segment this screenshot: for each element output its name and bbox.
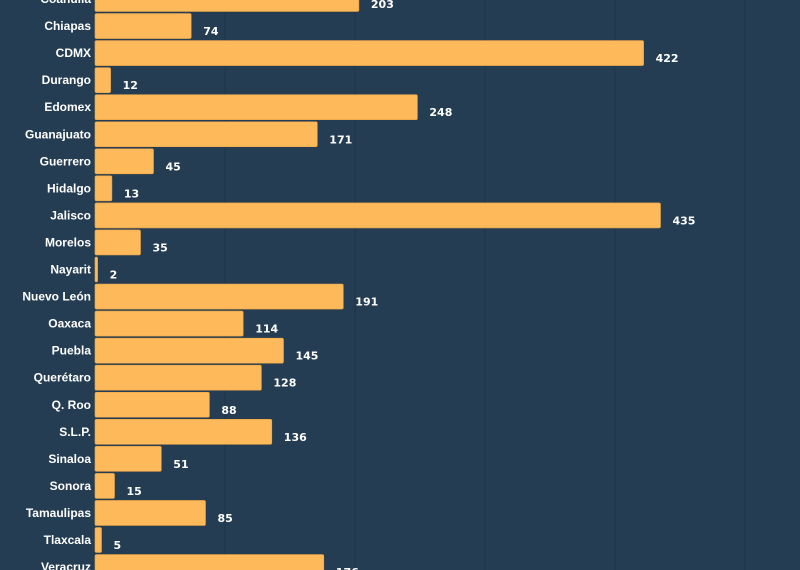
bar bbox=[94, 67, 111, 93]
bar bbox=[94, 391, 210, 418]
category-label: S.L.P. bbox=[59, 425, 91, 439]
value-label: 171 bbox=[329, 133, 352, 146]
bar bbox=[94, 283, 344, 310]
category-label: Durango bbox=[42, 73, 91, 87]
category-label: Guerrero bbox=[40, 154, 91, 168]
bar bbox=[94, 337, 284, 364]
value-label: 51 bbox=[173, 458, 188, 471]
value-labels: 203 74 422 12 248 171 45 13 435 35 2 191 114 145 128 88… bbox=[110, 0, 696, 570]
bar bbox=[94, 94, 418, 120]
value-label: 435 bbox=[673, 214, 696, 227]
category-label: Oaxaca bbox=[48, 317, 91, 331]
category-label: Nayarit bbox=[50, 263, 91, 277]
bar bbox=[94, 554, 325, 570]
value-label: 35 bbox=[153, 241, 168, 254]
value-label: 191 bbox=[355, 296, 378, 309]
value-label: 85 bbox=[218, 512, 233, 525]
value-label: 203 bbox=[371, 0, 394, 11]
value-label: 45 bbox=[166, 160, 181, 173]
bar bbox=[94, 500, 206, 526]
category-label: Jalisco bbox=[50, 208, 91, 222]
bar bbox=[94, 418, 273, 445]
bar bbox=[94, 256, 98, 283]
category-label: Sonora bbox=[50, 479, 92, 493]
bar bbox=[94, 0, 360, 12]
category-label: Sinaloa bbox=[48, 452, 91, 466]
value-label: 114 bbox=[255, 323, 278, 336]
value-label: 88 bbox=[221, 404, 236, 417]
bars bbox=[94, 0, 661, 570]
value-label: 5 bbox=[114, 539, 122, 552]
bar bbox=[94, 446, 162, 472]
value-label: 74 bbox=[203, 25, 219, 38]
bar bbox=[94, 527, 102, 553]
category-label: Edomex bbox=[44, 100, 91, 114]
value-label: 128 bbox=[273, 377, 296, 390]
category-label: Coahuila bbox=[40, 0, 91, 6]
category-label: Q. Roo bbox=[52, 398, 91, 412]
category-label: Querétaro bbox=[34, 371, 91, 385]
value-label: 422 bbox=[656, 52, 679, 65]
value-label: 136 bbox=[284, 431, 307, 444]
value-label: 176 bbox=[336, 566, 359, 570]
category-label: Morelos bbox=[45, 235, 91, 249]
value-label: 145 bbox=[296, 350, 319, 363]
bar bbox=[94, 473, 115, 499]
bar bbox=[94, 121, 318, 148]
value-label: 2 bbox=[110, 269, 118, 282]
bar bbox=[94, 175, 113, 202]
bar bbox=[94, 364, 262, 391]
value-label: 15 bbox=[127, 485, 142, 498]
category-label: Guanajuato bbox=[25, 127, 91, 141]
category-label: Hidalgo bbox=[47, 181, 91, 195]
category-label: CDMX bbox=[56, 46, 91, 60]
value-label: 248 bbox=[429, 106, 452, 119]
category-label: Nuevo León bbox=[22, 290, 91, 304]
category-label: Tlaxcala bbox=[44, 533, 92, 547]
bar bbox=[94, 310, 244, 337]
bar bbox=[94, 13, 192, 39]
category-label: Puebla bbox=[52, 344, 92, 358]
category-label: Chiapas bbox=[44, 19, 91, 33]
category-label: Tamaulipas bbox=[26, 506, 91, 520]
category-label: Veracruz bbox=[41, 560, 91, 570]
bar bbox=[94, 229, 141, 256]
bar bbox=[94, 40, 644, 66]
category-labels: Coahuila Chiapas CDMX Durango Edomex Guanajua… bbox=[22, 0, 91, 570]
bar bbox=[94, 148, 154, 175]
value-label: 13 bbox=[124, 187, 139, 200]
bar bbox=[94, 202, 661, 229]
value-label: 12 bbox=[123, 79, 138, 92]
